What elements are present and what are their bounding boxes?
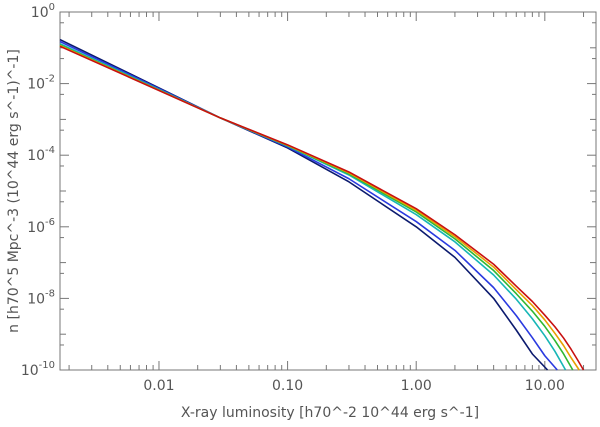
x-axis-label: X-ray luminosity [h70^-2 10^44 erg s^-1] xyxy=(181,405,479,421)
y-tick-label: 10-8 xyxy=(27,288,55,307)
x-tick-label: 1.00 xyxy=(401,378,432,394)
plot-frame xyxy=(59,11,597,371)
series-line-6 xyxy=(59,45,585,371)
y-tick-label: 10-6 xyxy=(27,217,55,236)
series-line-4 xyxy=(59,44,574,371)
x-tick-label: 0.01 xyxy=(143,378,174,394)
series-layer xyxy=(59,38,585,371)
y-tick-label: 10-2 xyxy=(27,74,55,93)
y-axis-ticks: 100 10-2 10-4 10-6 10-8 10-10 xyxy=(21,2,596,379)
series-line-5 xyxy=(59,44,580,371)
y-axis-label: n [h70^5 Mpc^-3 (10^44 erg s^-1)^-1] xyxy=(6,49,22,333)
x-axis-ticks: 0.01 0.10 1.00 10.00 xyxy=(68,12,585,394)
y-tick-label: 10-4 xyxy=(27,145,55,164)
y-tick-label: 100 xyxy=(31,2,55,21)
y-tick-label: 10-10 xyxy=(21,360,55,379)
series-line-1 xyxy=(59,38,549,371)
x-tick-label: 0.10 xyxy=(272,378,303,394)
x-tick-label: 10.00 xyxy=(525,378,565,394)
series-line-2 xyxy=(59,40,558,371)
series-line-3 xyxy=(59,42,567,371)
